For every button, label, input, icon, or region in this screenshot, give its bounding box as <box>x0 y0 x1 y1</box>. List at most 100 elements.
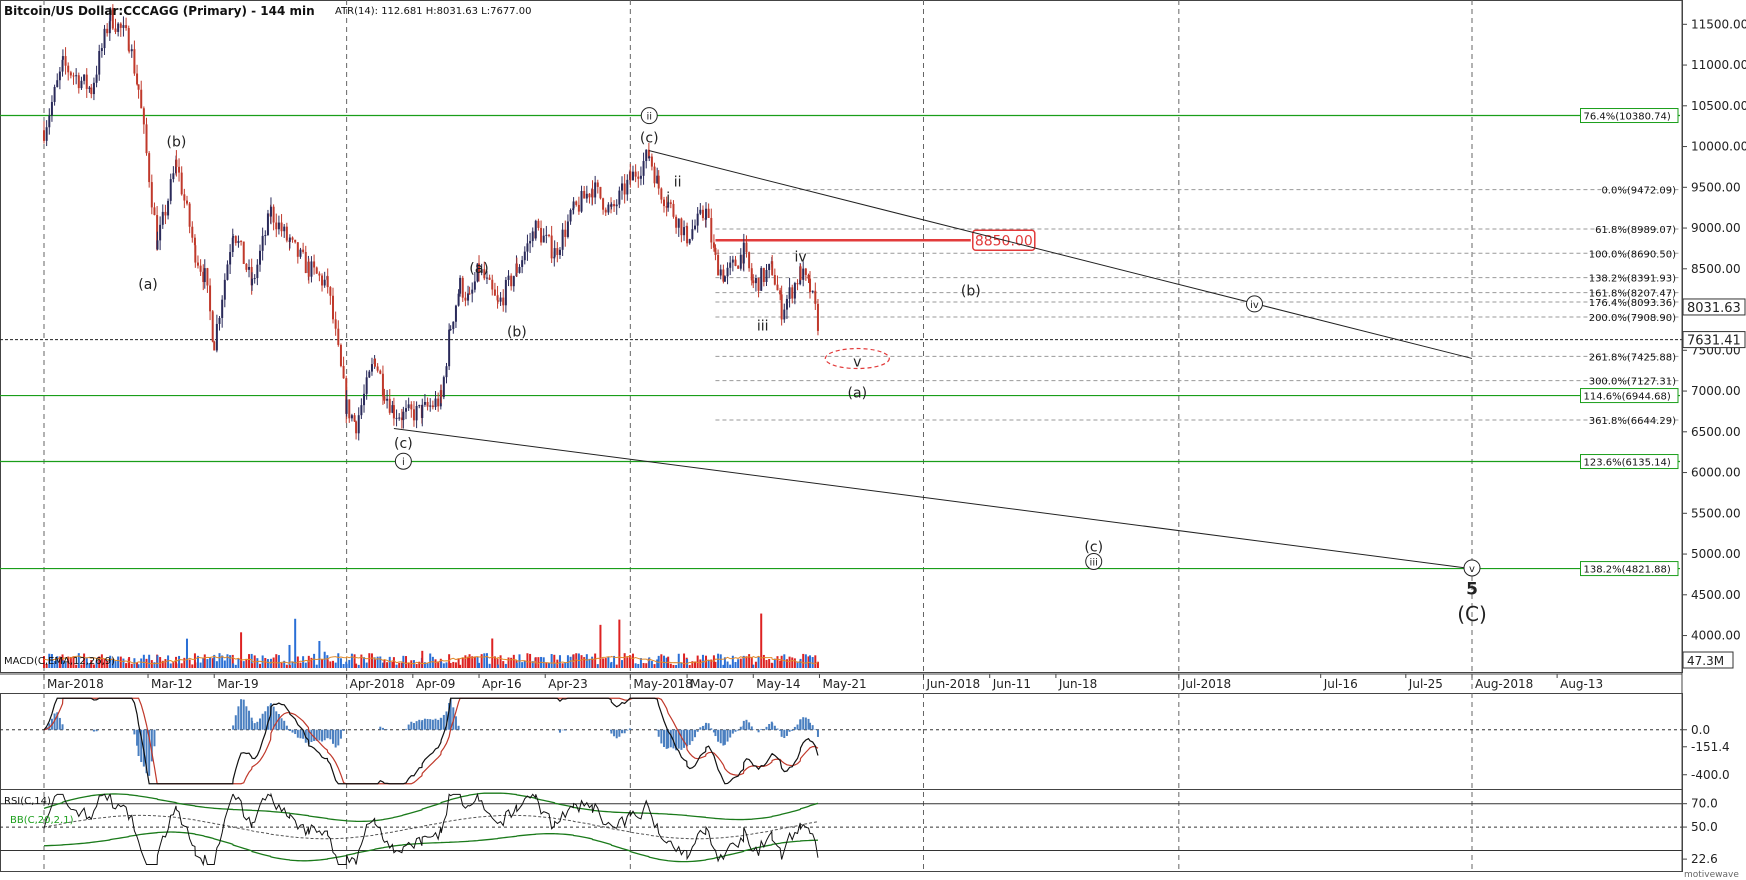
volume-bar <box>348 659 351 668</box>
candle-body <box>591 189 594 198</box>
candle-body <box>373 358 376 367</box>
candle-body <box>504 279 507 306</box>
macd-y-tick-label: -400.0 <box>1691 768 1730 782</box>
candle-body <box>381 373 384 397</box>
macd-hist-bar <box>561 729 564 731</box>
candle-body <box>648 156 651 159</box>
macd-hist-bar <box>412 723 415 730</box>
candle-body <box>258 250 261 265</box>
candle-body <box>610 204 613 207</box>
volume-bar <box>114 661 117 668</box>
candle-body <box>188 203 191 227</box>
macd-hist-bar <box>61 724 64 730</box>
volume-bar <box>623 653 626 668</box>
fib-gray-label: 0.0%(9472.09) <box>1601 186 1676 197</box>
candle-body <box>368 371 371 378</box>
macd-hist-bar <box>656 729 659 731</box>
candle-body <box>493 289 496 296</box>
candle-body <box>321 275 324 286</box>
volume-bar <box>117 656 120 668</box>
macd-hist-bar <box>773 725 776 730</box>
volume-bar <box>234 664 237 668</box>
rsi-panel-frame <box>0 789 1683 872</box>
volume-bar <box>291 661 294 668</box>
volume-bar <box>83 653 86 668</box>
wave-label: (b) <box>507 324 527 340</box>
macd-hist-bar <box>381 727 384 730</box>
volume-bar <box>288 644 291 668</box>
candle-body <box>266 213 269 236</box>
volume-bar <box>588 658 591 668</box>
candle-body <box>577 204 580 212</box>
candle-body <box>621 183 624 191</box>
candle-body <box>109 8 112 22</box>
volume-bar <box>136 662 139 668</box>
volume-bar <box>128 657 131 668</box>
volume-bar <box>407 662 410 668</box>
candle-body <box>161 211 164 225</box>
macd-hist-bar <box>701 725 704 730</box>
candle-body <box>323 279 326 286</box>
candle-body <box>421 404 424 418</box>
candle-body <box>202 271 205 283</box>
candle-body <box>602 198 605 210</box>
macd-hist-bar <box>788 729 791 732</box>
candle-body <box>388 398 391 413</box>
candle-body <box>370 364 373 372</box>
candle-body <box>461 277 464 298</box>
macd-hist-bar <box>261 713 264 730</box>
y-tick-label: 10000.00 <box>1691 140 1746 154</box>
price-tag-box <box>1682 298 1746 316</box>
candle-body <box>100 48 103 52</box>
candle-body <box>531 231 534 242</box>
macd-hist-bar <box>153 729 156 747</box>
macd-hist-bar <box>272 706 275 730</box>
macd-hist-bar <box>426 718 429 730</box>
macd-hist-bar <box>415 721 418 730</box>
macd-hist-bar <box>734 729 737 732</box>
x-tick-label: Mar-12 <box>151 677 192 691</box>
candle-body <box>285 226 288 241</box>
volume-bar <box>499 655 502 668</box>
candle-body <box>548 234 551 236</box>
candle-body <box>760 268 763 291</box>
volume-bar <box>480 654 483 668</box>
volume-bar <box>575 653 578 668</box>
candle-body <box>683 227 686 236</box>
volume-bar <box>288 664 291 668</box>
macd-hist-bar <box>615 729 618 739</box>
candle-body <box>645 149 648 162</box>
candle-body <box>816 303 819 331</box>
candle-body <box>77 75 80 89</box>
volume-bar <box>523 660 526 668</box>
candle-body <box>88 87 91 89</box>
volume-bar <box>148 654 151 668</box>
volume-bar <box>337 653 340 668</box>
volume-ma-line <box>43 655 819 665</box>
volume-bar <box>613 655 616 668</box>
volume-bar <box>672 664 675 668</box>
volume-bar <box>140 658 143 668</box>
macd-hist-bar <box>326 729 329 739</box>
candle-body <box>783 309 786 320</box>
macd-hist-bar <box>92 729 95 732</box>
target-ellipse <box>824 347 890 370</box>
volume-bar <box>251 663 254 668</box>
wave-circle <box>394 452 412 470</box>
volume-bar <box>373 659 376 668</box>
wave-label: (c) <box>1084 540 1103 556</box>
volume-bar <box>386 662 389 668</box>
candle-body <box>191 226 194 238</box>
candle-body <box>675 216 678 228</box>
candle-body <box>360 405 363 416</box>
volume-bar <box>368 653 371 668</box>
macd-hist-bar <box>234 715 237 730</box>
volume-bar <box>793 658 796 668</box>
candle-body <box>85 74 88 89</box>
volume-bar <box>802 653 805 668</box>
volume-bar <box>688 664 691 668</box>
macd-hist-bar <box>342 729 345 731</box>
macd-hist-bar <box>683 729 686 748</box>
volume-bar <box>45 663 48 668</box>
